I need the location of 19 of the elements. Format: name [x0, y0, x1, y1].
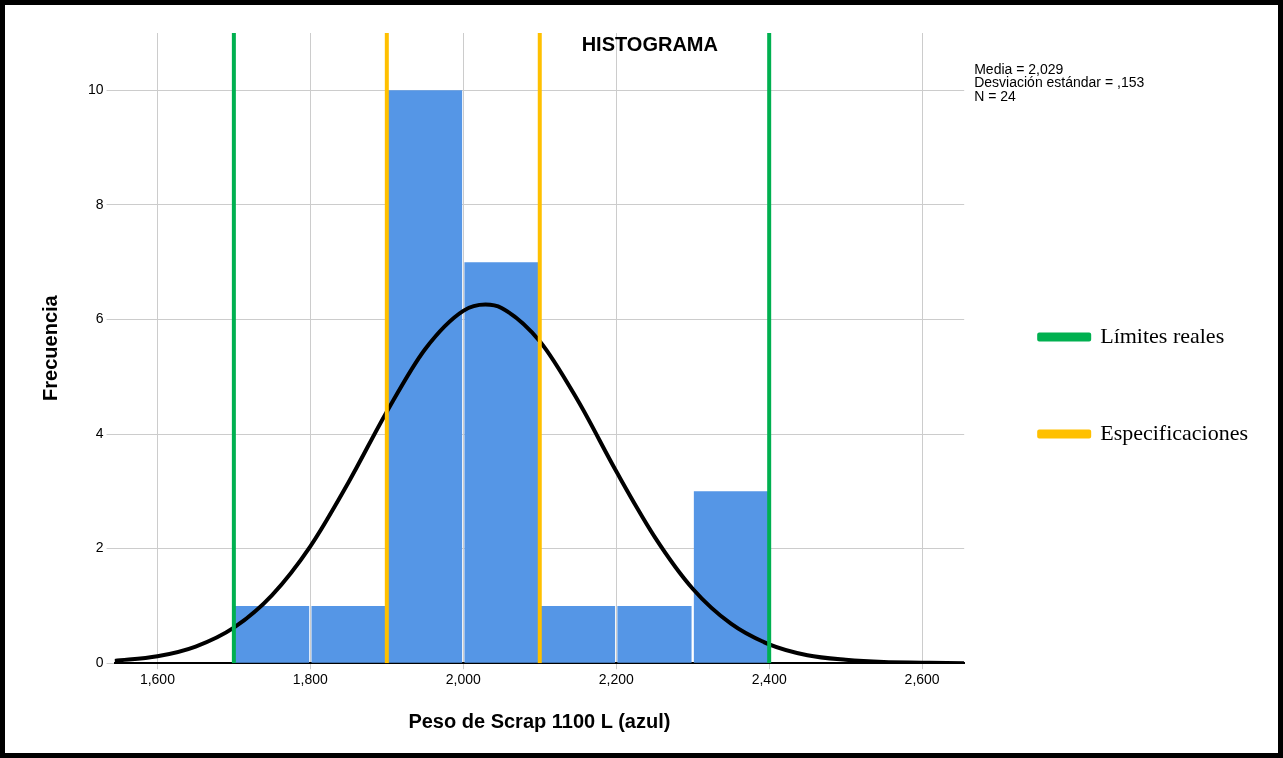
x-tick-label: 2,000 — [445, 671, 482, 688]
y-tick-label: 0 — [95, 654, 104, 671]
y-tick-label: 4 — [95, 424, 104, 441]
chart-title: HISTOGRAMA — [581, 32, 718, 55]
x-tick-label: 2,400 — [751, 671, 787, 688]
x-axis-title: Peso de Scrap 1100 L (azul) — [408, 709, 671, 732]
x-tick-label: 2,600 — [904, 671, 940, 688]
text: Media = 2,029 — [974, 60, 1064, 77]
y-tick-label: 6 — [95, 310, 104, 327]
text: N = 24 — [974, 87, 1017, 104]
y-tick-label: 10 — [87, 81, 104, 98]
legend-label: Especificaciones — [1100, 419, 1248, 445]
y-axis-title: Frecuencia — [38, 294, 61, 401]
x-tick-label: 2,200 — [598, 671, 634, 688]
y-tick-label: 2 — [95, 539, 104, 556]
legend-label: Límites reales — [1100, 322, 1225, 348]
x-tick-label: 1,600 — [139, 671, 176, 688]
x-tick-label: 1,800 — [292, 671, 329, 688]
y-tick-label: 8 — [95, 195, 104, 212]
